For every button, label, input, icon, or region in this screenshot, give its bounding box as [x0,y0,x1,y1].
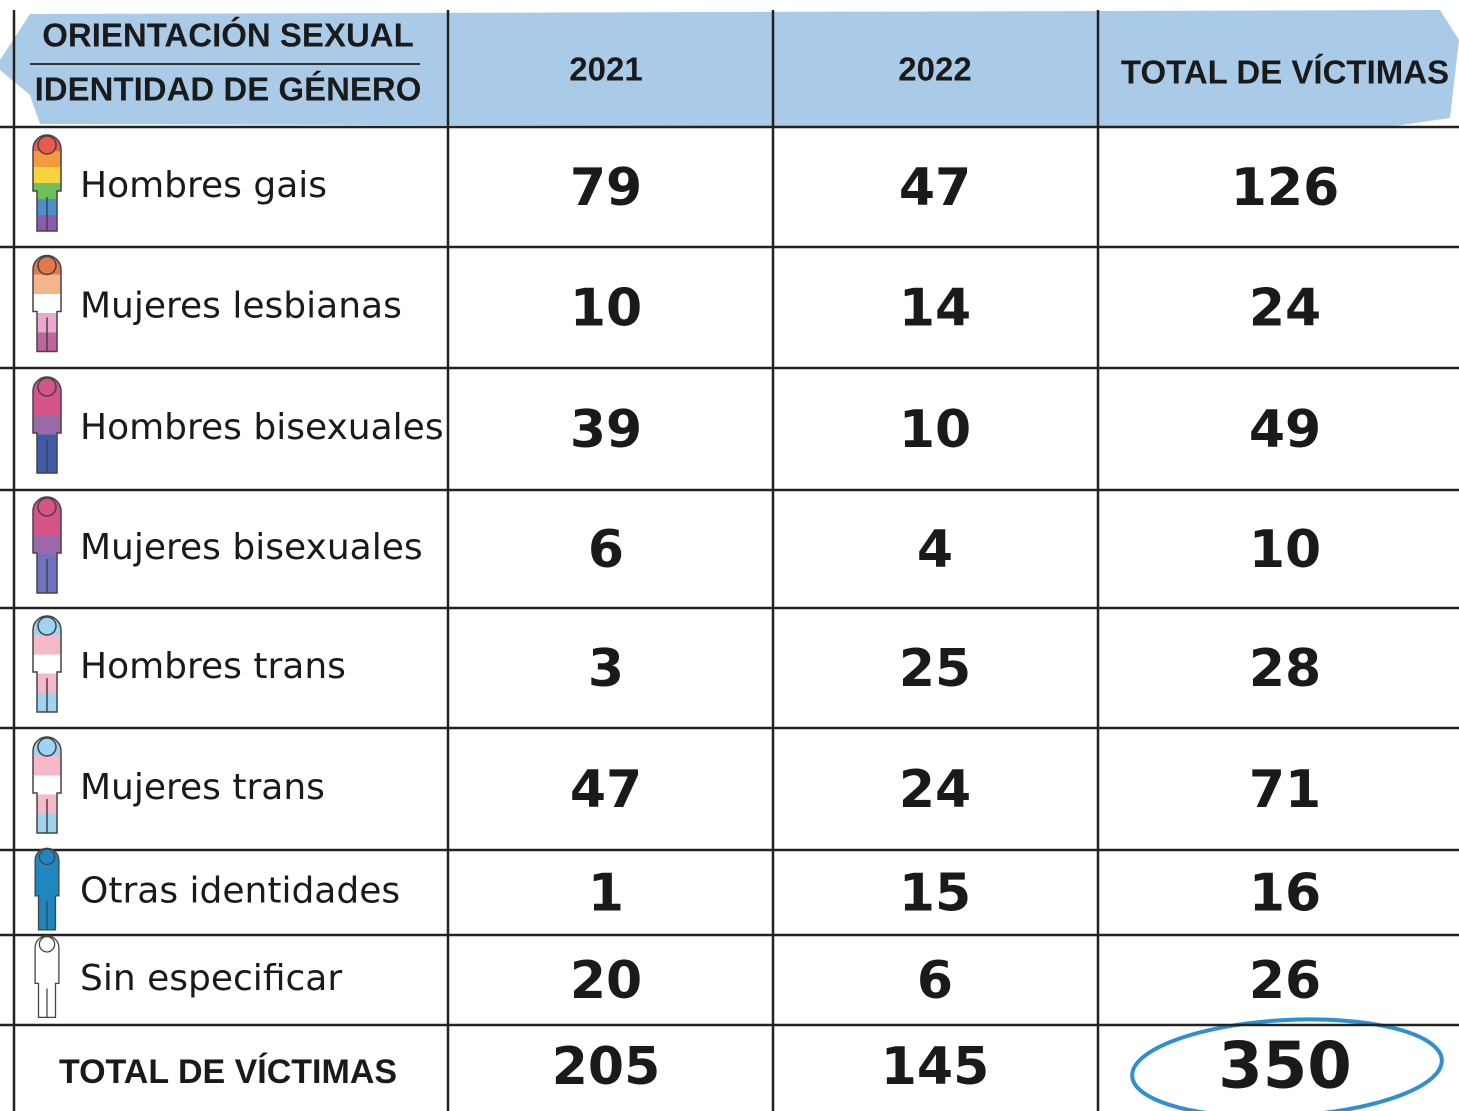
cell-value: 39 [570,400,642,460]
person-shape [32,496,62,594]
person-shape [34,847,60,931]
person-icon [32,736,62,834]
person-shape [32,134,62,232]
cell-value: 79 [570,158,642,218]
person-head [37,497,57,517]
row-label: Hombres bisexuales [80,407,444,448]
person-icon [32,134,62,232]
total-label: TOTAL DE VÍCTIMAS [59,1053,397,1091]
row-label: Mujeres bisexuales [80,527,423,568]
cell-value: 24 [1249,279,1321,339]
row-label: Hombres trans [80,646,346,687]
cell-value: 47 [899,158,971,218]
person-icon [34,847,60,931]
total-value: 145 [881,1037,990,1097]
person-head [37,737,57,757]
header-line: ORIENTACIÓN SEXUAL [42,17,414,54]
cell-value: 25 [899,639,971,699]
cell-value: 6 [588,520,624,580]
cell-value: 10 [1249,520,1321,580]
cell-value: 24 [899,760,971,820]
cell-value: 15 [899,864,971,924]
cell-value: 6 [917,951,953,1011]
header-line: IDENTIDAD DE GÉNERO [35,71,422,108]
cell-value: 3 [588,639,624,699]
cell-value: 16 [1249,864,1321,924]
person-icon [32,376,62,474]
person-shape [32,376,62,474]
person-icon [32,615,62,713]
cell-value: 14 [899,279,971,339]
row-label: Mujeres trans [80,767,325,808]
person-head [37,377,57,397]
person-head [37,616,57,636]
person-shape [34,935,60,1019]
cell-value: 26 [1249,951,1321,1011]
person-head [38,848,56,866]
cell-value: 126 [1231,158,1340,218]
person-shape [32,736,62,834]
person-icon [32,496,62,594]
cell-value: 47 [570,760,642,820]
total-value: 350 [1218,1030,1352,1104]
cell-value: 1 [588,864,624,924]
person-shape [32,615,62,713]
person-shape [32,254,62,353]
column-header: 2022 [898,51,971,88]
row-label: Mujeres lesbianas [80,286,402,327]
row-label: Otras identidades [80,871,400,912]
row-label: Hombres gais [80,165,327,206]
column-header: TOTAL DE VÍCTIMAS [1121,54,1449,91]
highlight-circle [1130,1017,1444,1111]
row-label: Sin especificar [80,958,342,999]
header-band [0,10,1459,128]
cell-value: 10 [570,279,642,339]
person-head [37,135,57,155]
cell-value: 20 [570,951,642,1011]
person-head [37,255,57,276]
person-icon [34,935,60,1019]
column-header: 2021 [569,51,642,88]
cell-value: 4 [917,520,953,580]
person-icon [32,254,62,353]
cell-value: 28 [1249,639,1321,699]
cell-value: 49 [1249,400,1321,460]
total-value: 205 [552,1037,661,1097]
cell-value: 71 [1249,760,1321,820]
person-head [38,936,56,953]
cell-value: 10 [899,400,971,460]
